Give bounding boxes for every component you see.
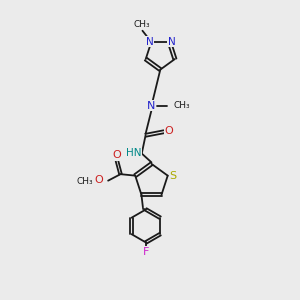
Text: CH₃: CH₃ <box>76 177 93 186</box>
Text: O: O <box>165 126 173 136</box>
Text: O: O <box>112 150 121 160</box>
Text: F: F <box>143 247 149 257</box>
Text: N: N <box>168 37 176 46</box>
Text: S: S <box>169 171 177 181</box>
Text: N: N <box>147 101 155 111</box>
Text: CH₃: CH₃ <box>134 20 150 29</box>
Text: CH₃: CH₃ <box>174 101 190 110</box>
Text: HN: HN <box>126 148 141 158</box>
Text: N: N <box>146 37 154 46</box>
Text: O: O <box>94 175 103 185</box>
